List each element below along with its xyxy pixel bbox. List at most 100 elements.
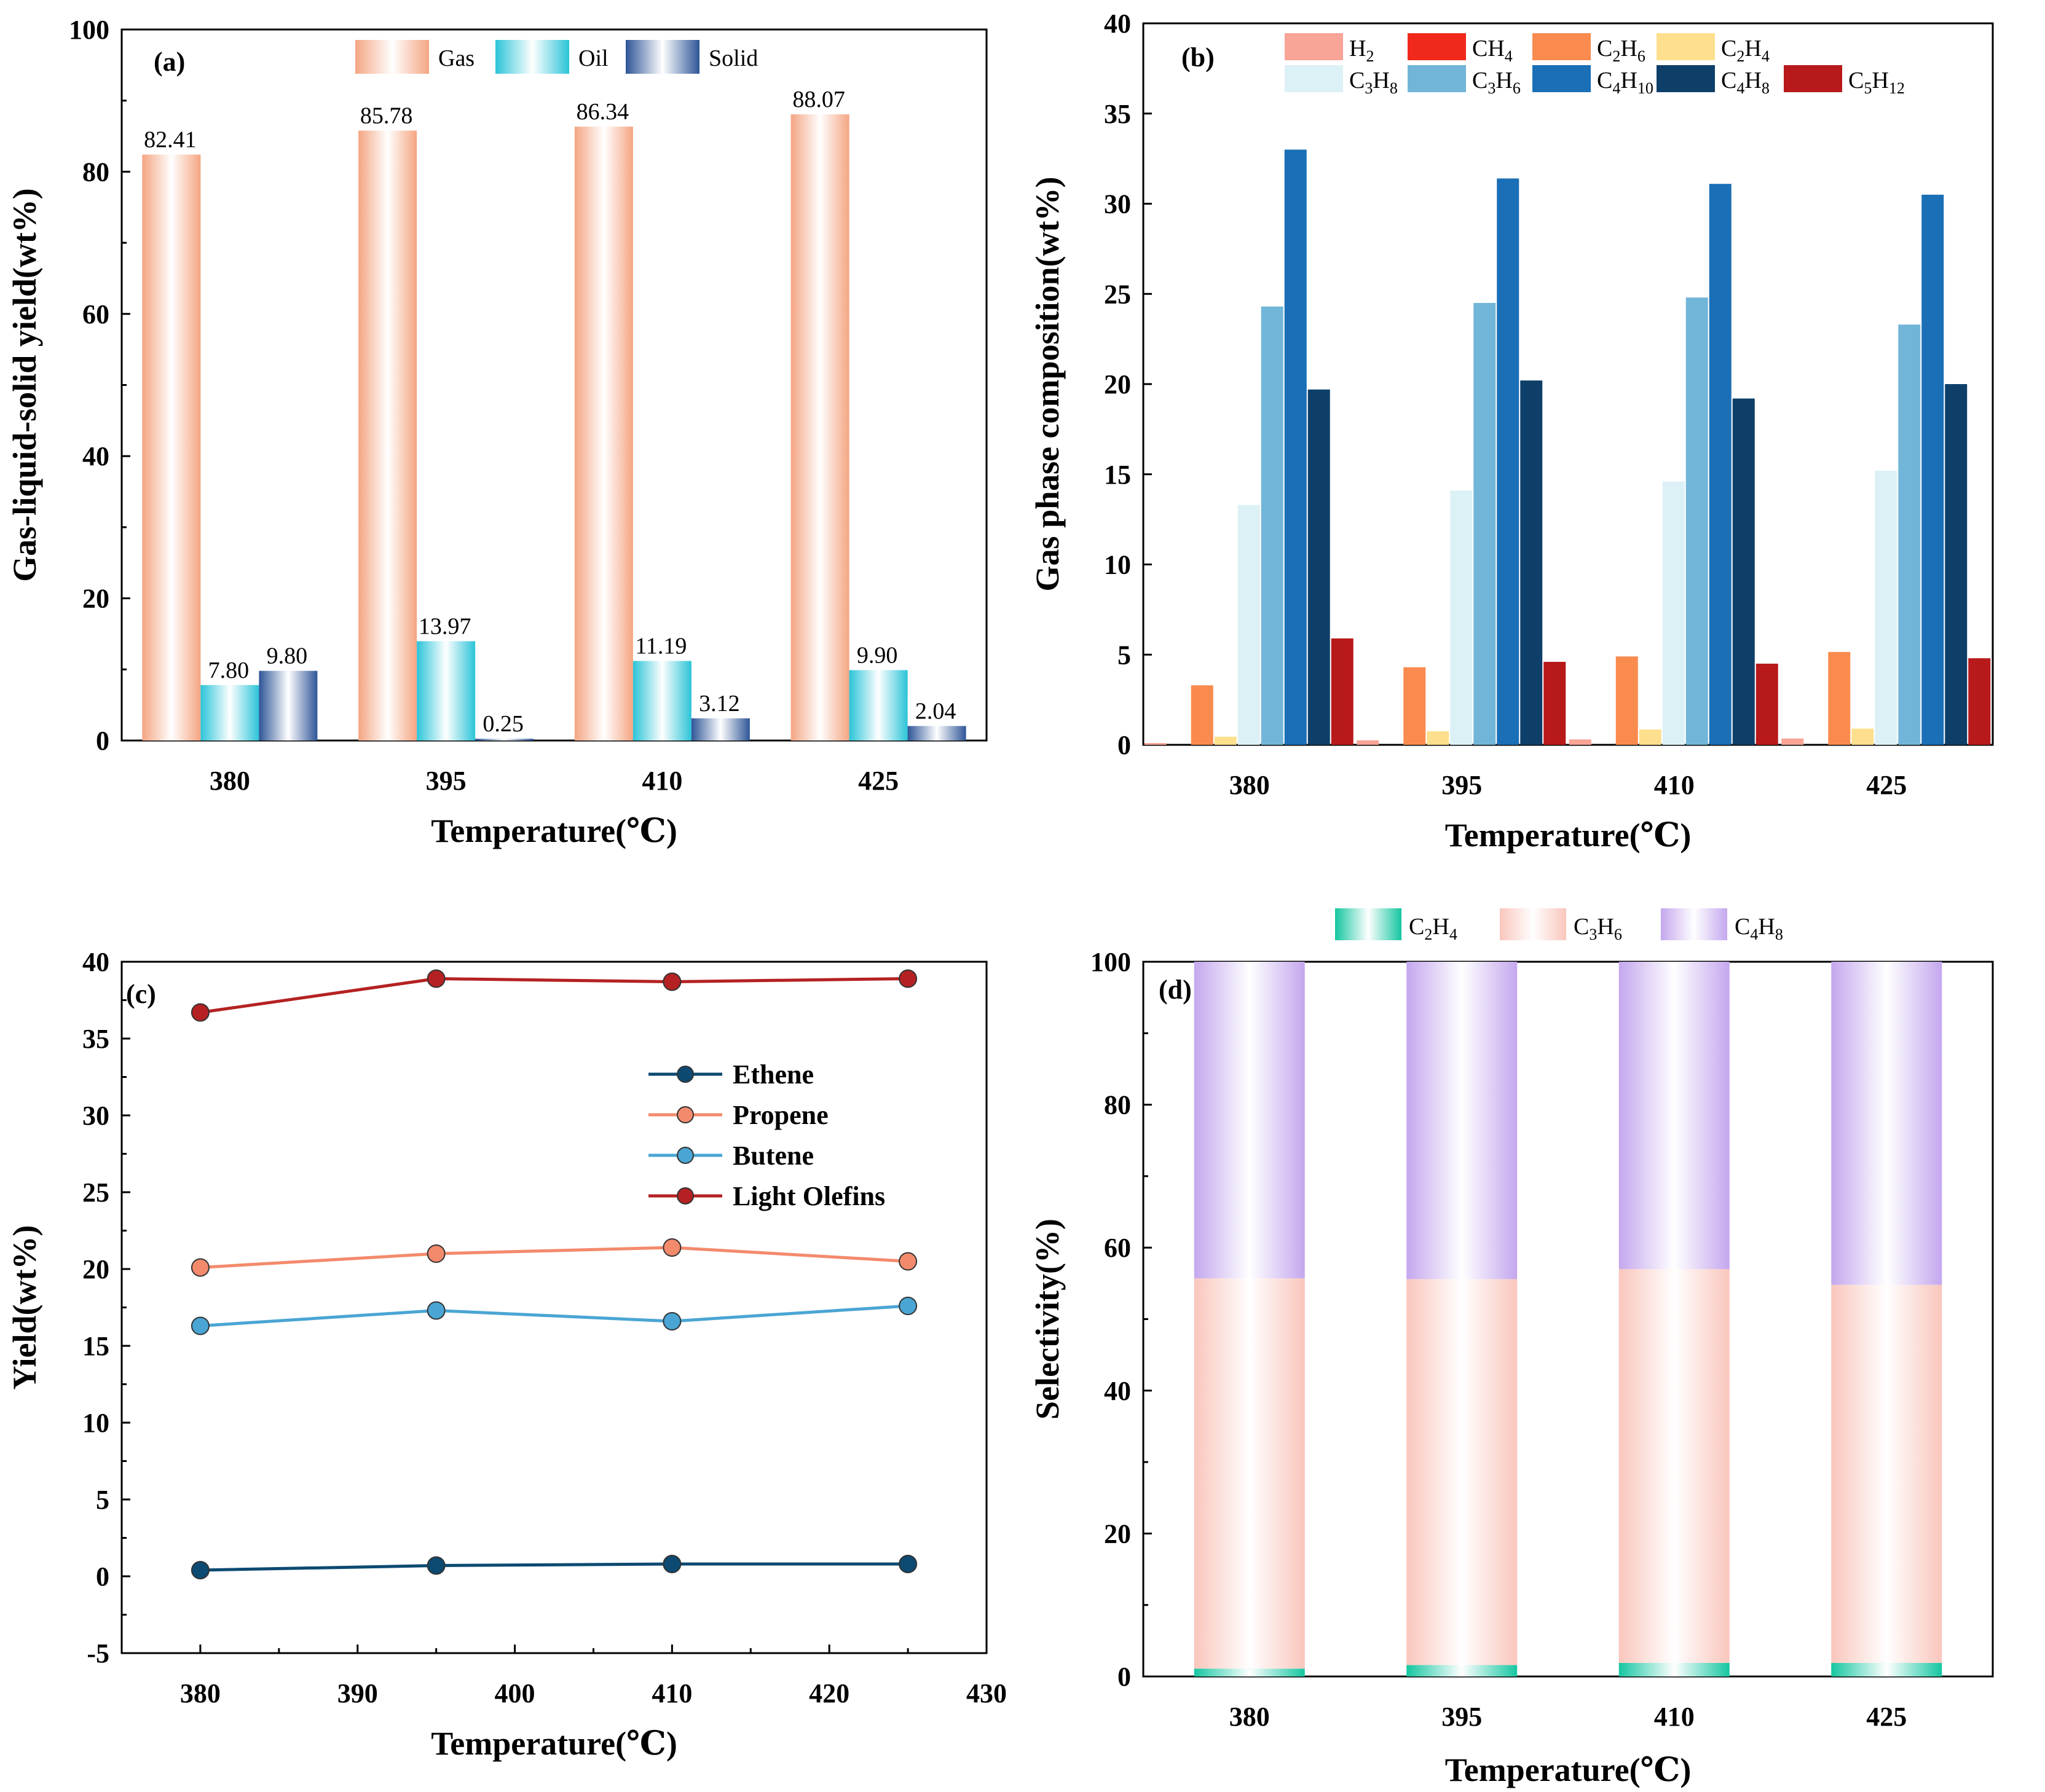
legend-marker	[677, 1187, 694, 1204]
y-tick-label: 10	[1104, 550, 1131, 580]
y-tick-label: 100	[69, 15, 109, 45]
bar-gas	[790, 114, 849, 741]
legend-swatch	[355, 40, 429, 74]
bar-c3h6	[1406, 1279, 1518, 1665]
y-tick-label: 10	[82, 1408, 109, 1438]
x-axis-title: Temperature(℃)	[1445, 817, 1692, 854]
y-tick-label: 35	[1104, 99, 1131, 129]
y-tick-label: 100	[1090, 947, 1131, 977]
bar-c3h6	[1473, 302, 1496, 745]
bar-h2	[1569, 739, 1591, 745]
bar-c3h6	[1831, 1284, 1942, 1663]
plot-frame	[120, 961, 988, 1654]
x-tick-label: 410	[652, 1678, 692, 1708]
bar-c3h6	[1194, 1278, 1305, 1669]
legend-swatch	[1500, 908, 1566, 940]
point-ethene	[663, 1555, 682, 1573]
panel-d: 0 20 40 60 80 100 380 395 410 425 Temperature(℃) Se…	[1029, 908, 1994, 1788]
point-ethene	[899, 1555, 918, 1573]
data-label: 7.80	[208, 658, 250, 683]
data-label: 2.04	[915, 698, 956, 724]
data-label: 3.12	[699, 691, 740, 717]
bar-c4h8	[1945, 384, 1968, 745]
bar-c4h10	[1497, 178, 1519, 745]
y-tick-label: 20	[82, 584, 109, 614]
bar-c2h4	[1406, 1665, 1518, 1676]
x-tick-label: 410	[1654, 770, 1695, 800]
panel-label: (d)	[1159, 975, 1192, 1005]
y-tick-label: 25	[82, 1177, 109, 1208]
legend-swatch	[1532, 33, 1591, 60]
x-tick-label: 425	[1866, 770, 1907, 800]
legend-swatch	[1657, 33, 1715, 60]
y-tick-label: 60	[82, 299, 109, 329]
bar-c4h8	[1520, 380, 1543, 745]
x-tick-label: 400	[495, 1678, 535, 1708]
legend-label: C3H8	[1349, 68, 1398, 97]
legend-swatch	[495, 40, 569, 74]
point-propene	[427, 1244, 446, 1263]
y-tick-label: 40	[82, 441, 109, 471]
bar-c2h6	[1615, 656, 1638, 745]
y-axis-title: Gas phase composition(wt%)	[1029, 176, 1066, 591]
y-tick-label: 35	[82, 1024, 109, 1054]
line-ethene	[200, 1562, 908, 1572]
legend-label: C2H6	[1597, 36, 1645, 65]
legend-swatch	[1408, 33, 1466, 60]
y-tick-label: 25	[1104, 279, 1131, 309]
bar-c3h8	[1450, 490, 1473, 745]
y-axis-title: Yield(wt%)	[6, 1225, 43, 1390]
bar-h2	[1781, 738, 1804, 745]
y-tick-label: 30	[82, 1101, 109, 1131]
x-tick-label: 425	[858, 766, 899, 796]
bar-solid	[475, 739, 534, 741]
point-light-olefins	[899, 969, 918, 988]
point-butene	[663, 1312, 682, 1330]
bar-c2h4	[1194, 1668, 1305, 1676]
y-tick-label: 0	[1117, 730, 1131, 760]
legend-label: C3H6	[1574, 914, 1622, 943]
bar-c3h8	[1875, 470, 1897, 745]
y-tick-label: 40	[1104, 9, 1131, 39]
panel-label: (a)	[154, 47, 185, 77]
y-tick-label: 80	[82, 157, 109, 187]
y-tick-label: 5	[96, 1485, 109, 1515]
legend-label: C2H4	[1721, 36, 1770, 65]
bar-c4h10	[1284, 149, 1307, 745]
x-tick-label: 420	[809, 1678, 849, 1708]
bar-c2h6	[1828, 651, 1851, 745]
bar-c2h4	[1851, 728, 1874, 745]
legend-label: CH4	[1472, 36, 1513, 65]
line-propene	[200, 1246, 908, 1269]
legend-label: H2	[1349, 36, 1374, 65]
legend-swatch	[1532, 65, 1591, 92]
point-light-olefins	[427, 969, 446, 988]
point-propene	[663, 1238, 682, 1257]
point-ethene	[191, 1561, 210, 1579]
bar-c2h6	[1403, 667, 1426, 745]
bar-c4h10	[1709, 184, 1732, 745]
data-label: 86.34	[577, 99, 629, 125]
bar-c5h12	[1331, 638, 1353, 745]
y-tick-label: -5	[87, 1638, 109, 1668]
x-tick-label: 410	[1654, 1702, 1695, 1732]
bar-c2h4	[1214, 736, 1237, 745]
x-tick-label: 430	[966, 1678, 1007, 1708]
y-tick-label: 15	[1104, 460, 1131, 490]
legend-label: Light Olefins	[733, 1181, 885, 1211]
point-light-olefins	[663, 972, 682, 991]
x-tick-label: 380	[1229, 1702, 1270, 1732]
legend-marker	[677, 1106, 694, 1123]
legend-label: Oil	[578, 45, 609, 71]
panel-label: (b)	[1181, 42, 1215, 73]
x-tick-label: 425	[1866, 1702, 1907, 1732]
y-tick-label: 60	[1104, 1233, 1131, 1263]
legend-label: Butene	[733, 1141, 814, 1171]
bar-c3h6	[1685, 297, 1708, 745]
bar-c2h4	[1639, 729, 1661, 745]
x-axis-title: Temperature(℃)	[1445, 1751, 1692, 1788]
bar-c3h8	[1237, 505, 1260, 745]
point-propene	[191, 1258, 210, 1277]
x-tick-label: 410	[642, 766, 682, 796]
bar-c4h8	[1831, 962, 1942, 1285]
